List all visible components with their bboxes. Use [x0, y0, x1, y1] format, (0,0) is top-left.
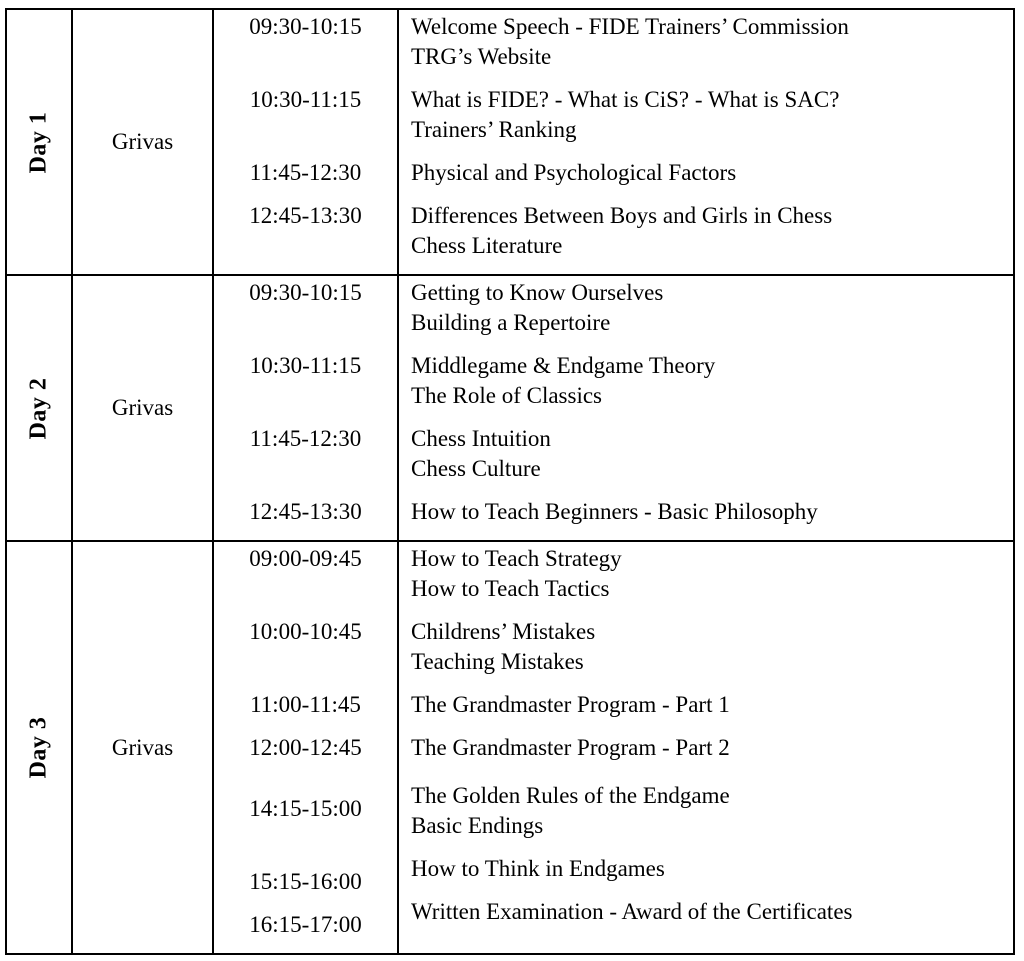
topic-line: Chess Literature: [411, 233, 563, 258]
day-label: Day 2: [25, 377, 52, 439]
session-time: 11:00-11:45: [250, 692, 361, 717]
topic-line: How to Think in Endgames: [411, 856, 665, 881]
session-topic: Welcome Speech - FIDE Trainers’ Commissi…: [411, 12, 1005, 72]
topic-line: TRG’s Website: [411, 44, 552, 69]
instructor-cell: Grivas: [73, 10, 214, 274]
day-row: Day 3 Grivas 09:00-09:45 10:00-10:45 11:…: [7, 542, 1013, 953]
session-time: 12:45-13:30: [249, 203, 362, 228]
session-topic: How to Think in Endgames: [411, 854, 1005, 884]
topic-line: Middlegame & Endgame Theory: [411, 353, 716, 378]
session-time: 10:00-10:45: [249, 619, 362, 644]
session-topic: The Golden Rules of the Endgame Basic En…: [411, 781, 1005, 841]
topic-line: The Golden Rules of the Endgame: [411, 783, 730, 808]
topic-line: Chess Intuition: [411, 426, 551, 451]
session-time: 14:15-15:00: [249, 796, 362, 821]
instructor-name: Grivas: [111, 129, 174, 154]
day-row: Day 1 Grivas 09:30-10:15 10:30-11:15 11:…: [7, 10, 1013, 276]
instructor-name: Grivas: [111, 395, 174, 420]
topics-column: Welcome Speech - FIDE Trainers’ Commissi…: [399, 10, 1013, 274]
seminar-schedule-table: Day 1 Grivas 09:30-10:15 10:30-11:15 11:…: [5, 8, 1015, 955]
session-time: 12:45-13:30: [249, 499, 362, 524]
session-topic: Chess Intuition Chess Culture: [411, 424, 1005, 484]
topic-line: How to Teach Beginners - Basic Philosoph…: [411, 499, 818, 524]
topics-column: Getting to Know Ourselves Building a Rep…: [399, 276, 1013, 540]
instructor-name: Grivas: [111, 734, 174, 760]
topic-line: Getting to Know Ourselves: [411, 280, 664, 305]
topic-line: Building a Repertoire: [411, 310, 611, 335]
topic-line: How to Teach Tactics: [411, 576, 610, 601]
topic-line: Teaching Mistakes: [411, 649, 584, 674]
topic-line: The Role of Classics: [411, 383, 602, 408]
session-time: 09:30-10:15: [249, 280, 362, 305]
session-topic: How to Teach Strategy How to Teach Tacti…: [411, 544, 1005, 604]
session-topic: Physical and Psychological Factors: [411, 158, 1005, 188]
instructor-cell: Grivas: [73, 276, 214, 540]
session-time: 11:45-12:30: [249, 160, 362, 185]
session-topic: Childrens’ Mistakes Teaching Mistakes: [411, 617, 1005, 677]
session-time: 16:15-17:00: [249, 912, 362, 937]
session-time: 09:30-10:15: [249, 14, 362, 39]
day-label: Day 1: [25, 111, 52, 173]
topic-line: The Grandmaster Program - Part 2: [411, 735, 730, 760]
instructor-cell: Grivas: [73, 542, 214, 953]
times-column: 09:00-09:45 10:00-10:45 11:00-11:45 12:0…: [214, 542, 399, 953]
topic-line: Written Examination - Award of the Certi…: [411, 899, 853, 924]
day-cell: Day 2: [7, 276, 73, 540]
topic-line: Trainers’ Ranking: [411, 117, 577, 142]
session-topic: What is FIDE? - What is CiS? - What is S…: [411, 85, 1005, 145]
session-time: 10:30-11:15: [249, 87, 362, 112]
topic-line: The Grandmaster Program - Part 1: [411, 692, 730, 717]
times-column: 09:30-10:15 10:30-11:15 11:45-12:30 12:4…: [214, 10, 399, 274]
day-cell: Day 3: [7, 542, 73, 953]
session-topic: The Grandmaster Program - Part 2: [411, 733, 1005, 763]
day-label: Day 3: [25, 716, 52, 779]
topic-line: Physical and Psychological Factors: [411, 160, 737, 185]
topic-line: Welcome Speech - FIDE Trainers’ Commissi…: [411, 14, 849, 39]
session-time: 12:00-12:45: [249, 735, 362, 760]
session-time: 10:30-11:15: [249, 353, 362, 378]
session-time: 09:00-09:45: [249, 546, 362, 571]
session-topic: Middlegame & Endgame Theory The Role of …: [411, 351, 1005, 411]
topic-line: How to Teach Strategy: [411, 546, 622, 571]
session-time: 15:15-16:00: [249, 869, 362, 894]
session-topic: Getting to Know Ourselves Building a Rep…: [411, 278, 1005, 338]
session-topic: The Grandmaster Program - Part 1: [411, 690, 1005, 720]
topic-line: What is FIDE? - What is CiS? - What is S…: [411, 87, 840, 112]
day-cell: Day 1: [7, 10, 73, 274]
day-row: Day 2 Grivas 09:30-10:15 10:30-11:15 11:…: [7, 276, 1013, 542]
topic-line: Chess Culture: [411, 456, 541, 481]
topic-line: Differences Between Boys and Girls in Ch…: [411, 203, 833, 228]
session-topic: Written Examination - Award of the Certi…: [411, 897, 1005, 927]
session-topic: Differences Between Boys and Girls in Ch…: [411, 201, 1005, 261]
times-column: 09:30-10:15 10:30-11:15 11:45-12:30 12:4…: [214, 276, 399, 540]
topics-column: How to Teach Strategy How to Teach Tacti…: [399, 542, 1013, 953]
topic-line: Childrens’ Mistakes: [411, 619, 596, 644]
topic-line: Basic Endings: [411, 813, 544, 838]
session-topic: How to Teach Beginners - Basic Philosoph…: [411, 497, 1005, 527]
session-time: 11:45-12:30: [249, 426, 362, 451]
